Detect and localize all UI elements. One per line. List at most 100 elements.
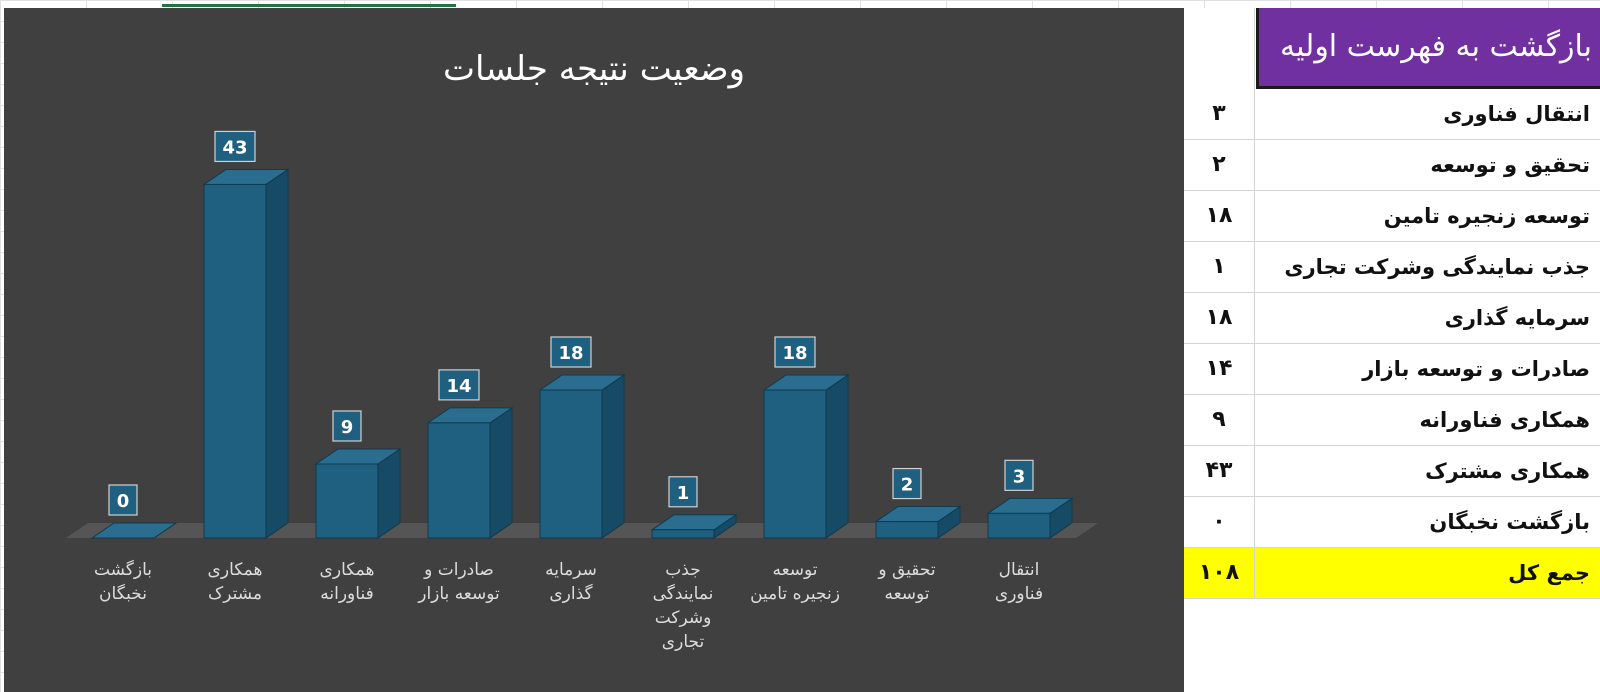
row-value: ۱۸ (1184, 191, 1255, 241)
row-label: انتقال فناوری (1443, 102, 1590, 126)
data-label: 43 (222, 137, 247, 158)
table-row: ۳ انتقال فناوری (1184, 89, 1600, 140)
data-label-box (332, 410, 362, 442)
data-label-box (1004, 459, 1034, 491)
bar-front (427, 422, 491, 539)
row-value: ۹ (1184, 395, 1255, 445)
bar-side (489, 406, 513, 539)
x-tick-label-line: فناورانه (320, 584, 374, 604)
table-row: ۱۴ صادرات و توسعه بازار (1184, 344, 1600, 395)
total-value: ۱۰۸ (1184, 548, 1255, 598)
row-label: صادرات و توسعه بازار (1362, 357, 1590, 381)
total-row: ۱۰۸ جمع کل (1184, 548, 1600, 599)
row-value: ۰ (1184, 497, 1255, 547)
data-label: 0 (117, 491, 130, 512)
x-tick-label-line: فناوری (994, 584, 1044, 604)
x-tick-label: توسعه زنجیره تامین (740, 558, 850, 606)
row-label: توسعه زنجیره تامین (1383, 204, 1590, 228)
row-label: تحقیق و توسعه (1430, 153, 1590, 177)
bar-side (601, 374, 625, 539)
data-label: 18 (558, 343, 583, 364)
x-tick-label-line: نمایندگی (652, 584, 714, 604)
chart-title: وضعیت نتیجه جلسات (442, 49, 746, 89)
bar (426, 406, 514, 539)
data-label: 9 (341, 417, 354, 438)
data-label-box (774, 336, 816, 368)
header-blank-cell (1184, 8, 1255, 89)
row-value: ۲ (1184, 140, 1255, 190)
x-tick-label-line: مشترک (208, 584, 262, 604)
bar (202, 168, 290, 539)
x-tick-label-line: تجاری (661, 632, 705, 652)
x-tick-label: انتقال فناوری (964, 558, 1074, 606)
bar-side (265, 168, 289, 539)
row-label: همکاری فناورانه (1419, 408, 1590, 432)
x-tick-label: تحقیق و توسعه (852, 558, 962, 606)
table-row: ۱۸ توسعه زنجیره تامین (1184, 191, 1600, 242)
bar (538, 374, 626, 539)
x-tick-label-line: توسعه بازار (418, 584, 500, 604)
x-tick-label-line: جذب (665, 560, 701, 580)
bar-chart: 0 43 9 14 18 1 18 2 3 (66, 130, 1098, 539)
bar-front (651, 529, 715, 539)
row-value: ۱۸ (1184, 293, 1255, 343)
x-tick-label-line: همکاری (319, 560, 375, 580)
table-row: ۴۳ همکاری مشترک (1184, 446, 1600, 497)
x-tick-label: جذب نمایندگی وشرکت تجاری (628, 558, 738, 654)
bar-front (539, 389, 603, 539)
back-to-main-list-button[interactable]: بازگشت به فهرست اولیه (1256, 8, 1600, 89)
data-label: 1 (677, 483, 690, 504)
x-tick-label-line: نخبگان (99, 584, 147, 604)
x-tick-label: صادرات و توسعه بازار (404, 558, 514, 606)
data-label: 14 (446, 376, 471, 397)
x-tick-label-line: گذاری (549, 584, 593, 604)
bar (650, 513, 738, 539)
bar-side (825, 374, 849, 539)
bar (986, 497, 1074, 539)
x-tick-label-line: وشرکت (654, 608, 712, 628)
data-label-box (108, 484, 138, 516)
x-tick-label-line: انتقال (998, 560, 1040, 580)
x-tick-label-line: توسعه (884, 584, 930, 604)
x-tick-label-line: همکاری (207, 560, 263, 580)
summary-table: بازگشت به فهرست اولیه ۳ انتقال فناوری ۲ تحق… (1184, 8, 1600, 692)
x-tick-label: همکاری مشترک (180, 558, 290, 606)
table-row: ۲ تحقیق و توسعه (1184, 140, 1600, 191)
x-tick-label-line: سرمایه (545, 560, 597, 580)
data-label: 18 (782, 343, 807, 364)
row-value: ۱ (1184, 242, 1255, 292)
data-label-box (668, 476, 698, 508)
row-label: سرمایه گذاری (1444, 306, 1590, 330)
row-label: همکاری مشترک (1425, 459, 1590, 483)
bar-front (763, 389, 827, 539)
bar (314, 448, 402, 539)
selected-column-marker (162, 4, 456, 7)
data-label-box (438, 369, 480, 401)
row-label: جذب نمایندگی وشرکت تجاری (1284, 255, 1590, 279)
bar-top (90, 522, 178, 539)
data-label-box (892, 467, 922, 500)
x-tick-label-line: تحقیق و (878, 560, 936, 580)
data-label-box (214, 130, 256, 163)
bar-front (875, 521, 939, 539)
bar (874, 505, 962, 539)
data-label: 2 (901, 475, 914, 496)
x-tick-label: سرمایه گذاری (516, 558, 626, 606)
bar-front (987, 512, 1051, 539)
bar (762, 374, 850, 539)
total-label: جمع کل (1255, 548, 1600, 598)
bar-front (315, 463, 379, 539)
row-value: ۱۴ (1184, 344, 1255, 394)
x-tick-label-line: صادرات و (424, 560, 494, 580)
x-tick-label: همکاری فناورانه (292, 558, 402, 606)
bar (90, 522, 178, 539)
table-header-row: بازگشت به فهرست اولیه (1184, 8, 1600, 89)
table-row: ۱ جذب نمایندگی وشرکت تجاری (1184, 242, 1600, 293)
x-tick-label-line: توسعه (772, 560, 818, 580)
row-value: ۴۳ (1184, 446, 1255, 496)
table-row: ۰ بازگشت نخبگان (1184, 497, 1600, 548)
x-tick-label: بازگشت نخبگان (68, 558, 178, 606)
chart-panel[interactable]: وضعیت نتیجه جلسات 0 43 9 14 18 1 18 2 3 بازگشت نخ… (4, 8, 1184, 692)
table-row: ۱۸ سرمایه گذاری (1184, 293, 1600, 344)
bar-front (203, 183, 267, 539)
